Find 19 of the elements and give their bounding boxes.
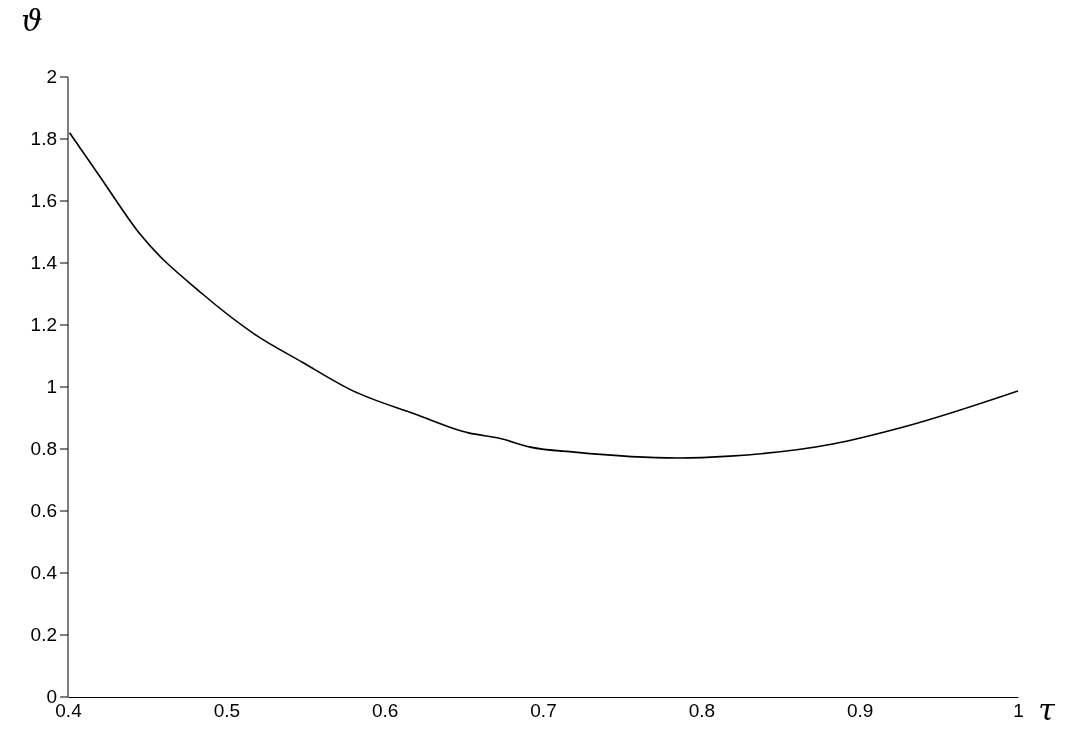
y-tick-label: 0.6: [30, 500, 57, 521]
y-tick-label: 0.4: [30, 562, 58, 583]
x-tick-label: 0.9: [846, 699, 874, 721]
y-tick-label: 1.2: [30, 314, 57, 335]
y-tick-label: 1.4: [30, 252, 58, 273]
y-tick-label: 0.8: [30, 438, 57, 459]
x-tick-label: 0.5: [213, 699, 241, 721]
y-tick-label: 2: [46, 66, 57, 87]
y-tick-label: 1.6: [30, 190, 57, 211]
y-axis-title: ϑ: [21, 3, 43, 38]
y-tick-label: 1: [46, 376, 57, 397]
y-tick-label: 0.2: [30, 624, 57, 645]
x-tick-label: 0.7: [530, 699, 557, 721]
x-tick-label: 1: [1013, 699, 1024, 721]
x-axis-title: τ: [1038, 691, 1056, 727]
y-tick-label: 0: [46, 686, 57, 707]
y-tick-label: 1.8: [30, 128, 57, 149]
x-tick-label: 0.8: [688, 699, 716, 721]
x-tick-label: 0.6: [371, 699, 399, 721]
